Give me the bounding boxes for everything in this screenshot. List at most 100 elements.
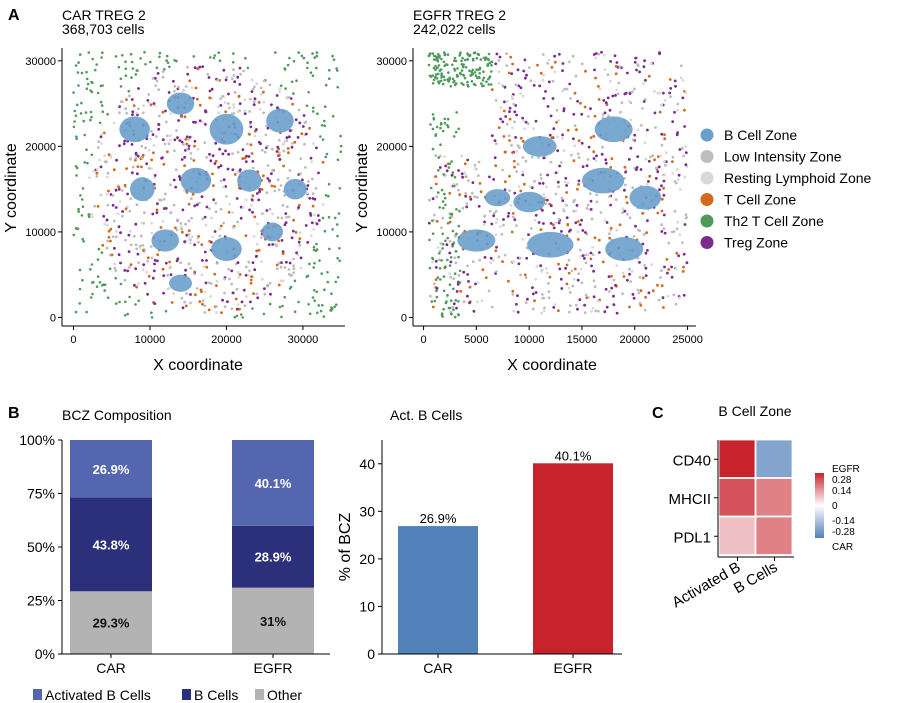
cell-point	[461, 73, 465, 77]
cell-point	[639, 168, 643, 171]
cell-point	[506, 215, 510, 218]
cell-point	[238, 66, 242, 70]
cell-point	[452, 135, 456, 138]
cell-point	[597, 309, 600, 313]
cell-point	[443, 121, 447, 125]
bar	[533, 463, 613, 654]
cell-point	[157, 88, 161, 92]
cell-point	[244, 198, 248, 202]
cell-point	[133, 283, 136, 287]
cell-point	[206, 73, 210, 76]
cell-point	[106, 296, 110, 300]
cell-point	[538, 84, 542, 88]
cell-point	[293, 279, 297, 283]
cell-point	[457, 255, 460, 259]
cell-point	[141, 244, 145, 247]
cell-point	[511, 212, 515, 215]
cell-point	[241, 316, 244, 319]
cell-point	[136, 282, 140, 286]
cell-point	[554, 192, 558, 196]
cell-point	[99, 135, 103, 139]
cell-point	[437, 168, 440, 172]
cell-point	[590, 217, 594, 221]
car-map-title: CAR TREG 2	[62, 7, 146, 23]
cell-point	[259, 92, 263, 96]
cell-point	[484, 58, 487, 62]
cell-point	[149, 245, 153, 248]
cell-point	[445, 169, 449, 173]
cell-point	[605, 305, 609, 309]
cell-point	[77, 84, 80, 87]
cell-point	[583, 257, 586, 260]
cell-point	[190, 86, 194, 89]
cell-point	[336, 69, 339, 72]
cell-point	[93, 204, 97, 208]
cell-point	[280, 315, 283, 319]
cell-point	[166, 287, 170, 291]
colorbar-tick-label: 0.14	[832, 486, 852, 497]
cell-point	[561, 137, 564, 140]
panel-label-b: B	[8, 405, 20, 422]
cell-point	[311, 52, 314, 55]
cell-point	[596, 299, 600, 303]
cell-point	[295, 251, 298, 255]
cell-point	[140, 221, 144, 225]
cell-point	[576, 230, 580, 234]
cell-point	[338, 259, 342, 263]
cell-point	[87, 215, 91, 219]
cell-point	[92, 169, 95, 173]
cell-point	[151, 133, 155, 137]
cell-point	[631, 293, 635, 296]
cell-point	[627, 158, 631, 161]
cell-point	[321, 138, 325, 141]
stacked-bar-segment	[232, 587, 314, 654]
cell-point	[645, 231, 648, 235]
cell-point	[456, 74, 460, 78]
cell-point	[482, 223, 486, 226]
cell-point	[564, 266, 567, 270]
y-tick-label: 0	[401, 312, 407, 324]
cell-point	[681, 241, 684, 245]
cell-point	[308, 262, 311, 266]
cell-point	[453, 272, 457, 276]
cell-point	[99, 193, 102, 197]
cell-point	[609, 80, 612, 83]
cell-point	[662, 227, 666, 231]
cell-point	[494, 62, 498, 66]
cell-point	[283, 67, 287, 70]
cell-point	[305, 275, 309, 279]
cell-point	[628, 272, 631, 276]
cell-point	[107, 153, 111, 157]
cell-point	[187, 202, 191, 206]
cell-point	[310, 221, 314, 225]
cell-point	[247, 260, 251, 264]
cell-point	[639, 304, 643, 307]
cell-point	[560, 230, 563, 233]
cell-point	[516, 294, 519, 297]
cell-point	[246, 66, 250, 70]
cell-point	[180, 296, 184, 300]
cell-point	[221, 95, 225, 98]
cell-point	[114, 55, 118, 58]
cell-point	[188, 236, 191, 240]
cell-point	[277, 239, 281, 243]
cell-point	[681, 96, 685, 100]
cell-point	[277, 138, 281, 142]
cell-point	[296, 253, 300, 257]
y-tick-label: 10000	[25, 227, 56, 239]
cell-point	[490, 88, 494, 91]
cell-point	[532, 127, 535, 131]
cell-point	[449, 255, 453, 259]
cell-point	[626, 278, 629, 282]
cell-point	[483, 220, 486, 224]
cell-point	[583, 303, 586, 307]
cell-point	[186, 72, 190, 76]
cell-point	[515, 170, 519, 173]
cell-point	[540, 270, 544, 273]
cell-point	[184, 222, 187, 226]
cell-point	[270, 172, 273, 176]
cell-point	[239, 205, 243, 209]
cell-point	[320, 272, 324, 275]
cell-point	[638, 301, 642, 305]
